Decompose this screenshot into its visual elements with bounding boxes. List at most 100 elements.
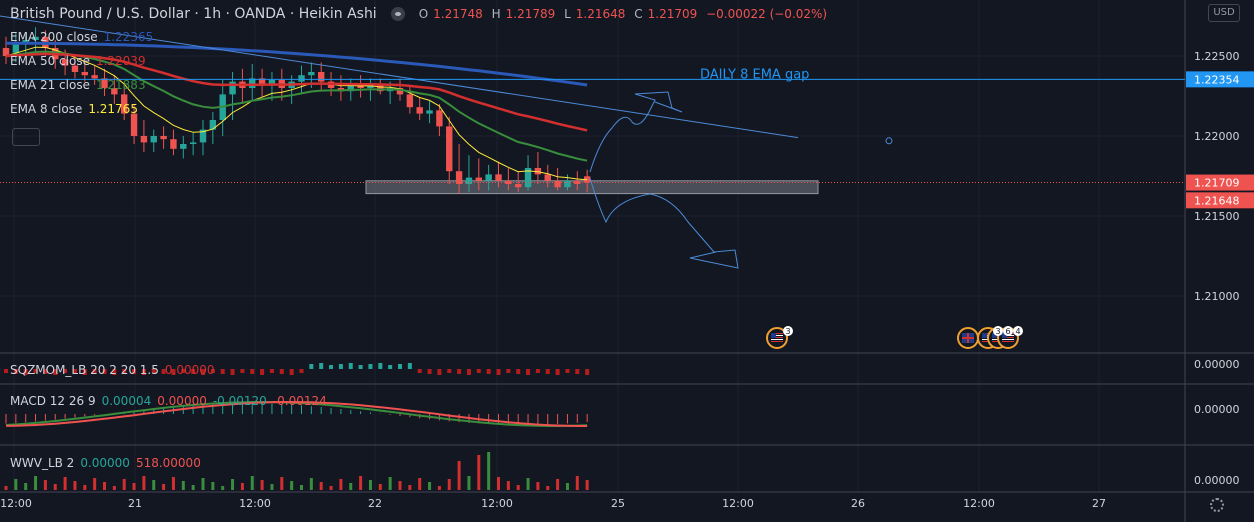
volume-bar xyxy=(34,476,38,490)
sqzmom-bar xyxy=(545,369,550,374)
time-tick: 27 xyxy=(1092,497,1106,510)
candle-body xyxy=(2,48,10,56)
candle xyxy=(455,144,463,194)
macd-legend[interactable]: MACD 12 26 9 0.00004 0.00000 -0.00120 -0.001… xyxy=(10,394,327,408)
candle xyxy=(130,104,138,144)
volume-bar xyxy=(516,485,520,490)
candle xyxy=(12,32,20,63)
price-badge xyxy=(1186,192,1254,209)
eye-icon[interactable] xyxy=(390,7,405,21)
legend-ema-50[interactable]: EMA 50 close 1.22039 xyxy=(10,54,146,68)
volume-bar xyxy=(497,477,500,490)
volume-bar xyxy=(162,484,166,490)
sqzmom-bar xyxy=(279,369,284,374)
time-tick: 12:00 xyxy=(0,497,32,510)
candle-body xyxy=(170,139,177,149)
ohlc-readout: O 1.21748 H 1.21789 L 1.21648 C 1.21709 −0.0… xyxy=(418,7,828,21)
volume-bar xyxy=(368,480,372,490)
volume-bar xyxy=(428,482,432,490)
candle xyxy=(229,72,236,120)
volume-bar xyxy=(201,478,205,490)
sqzmom-bar xyxy=(486,369,491,374)
candle-body xyxy=(160,136,167,140)
collapse-legend-button[interactable] xyxy=(12,128,40,146)
candle xyxy=(150,129,157,152)
sqzmom-bar xyxy=(506,369,511,373)
settings-gear-icon[interactable] xyxy=(1210,498,1224,512)
candle xyxy=(298,65,305,95)
candle xyxy=(377,78,384,95)
legend-ema-21[interactable]: EMA 21 close 1.21883 xyxy=(10,78,146,92)
sqzmom-bar xyxy=(141,369,146,375)
sqzmom-bar xyxy=(33,369,38,373)
sqzmom-bar xyxy=(250,369,255,374)
sqzmom-bar xyxy=(526,369,531,375)
candle-body xyxy=(150,136,157,143)
up-path-drawing xyxy=(589,91,683,173)
sqzmom-bar xyxy=(447,369,452,373)
candle xyxy=(583,169,591,193)
sqzmom-bar xyxy=(476,369,481,373)
candle-body xyxy=(308,72,315,76)
candle-body xyxy=(81,72,88,76)
candle xyxy=(2,36,10,64)
candle-body xyxy=(455,171,463,184)
legend-ema-8[interactable]: EMA 8 close 1.21765 xyxy=(10,102,138,116)
price-tick: 1.21000 xyxy=(1194,290,1240,303)
candle xyxy=(268,72,276,101)
volume-bar xyxy=(506,481,510,490)
candle-body xyxy=(140,136,148,143)
volume-bar xyxy=(63,477,67,490)
sqzmom-bar xyxy=(585,369,590,375)
candle xyxy=(239,68,246,104)
sqzmom-bar xyxy=(132,369,137,374)
candle-body xyxy=(436,110,443,127)
event-count-badge xyxy=(783,326,793,336)
candle-body xyxy=(347,84,354,92)
price-badge xyxy=(1186,71,1254,88)
candle xyxy=(140,120,148,152)
currency-button[interactable]: USD xyxy=(1208,4,1240,22)
price-tick: 1.21500 xyxy=(1194,210,1240,223)
candle-body xyxy=(209,120,217,130)
candle xyxy=(170,129,177,156)
volume-bar xyxy=(171,477,175,490)
legend-ema-200[interactable]: EMA 200 close 1.22365 xyxy=(10,30,154,44)
candle-body xyxy=(396,88,404,95)
sqzmom-bar xyxy=(13,369,18,374)
event-count-text: 6 xyxy=(1005,327,1010,336)
sqzmom-legend[interactable]: SQZMOM_LB 20 2 20 1.5 0.00000 xyxy=(10,363,215,377)
sqzmom-bar xyxy=(378,363,383,369)
sqzmom-bar xyxy=(407,363,412,369)
time-tick: 12:00 xyxy=(239,497,271,510)
volume-bar xyxy=(536,482,540,490)
candle-body xyxy=(554,180,561,188)
sqzmom-bar xyxy=(565,369,570,373)
volume-bar xyxy=(339,479,343,490)
candle xyxy=(199,120,207,156)
sqzmom-bar xyxy=(181,369,186,373)
candle xyxy=(406,84,414,114)
volume-bar xyxy=(280,477,284,490)
symbol-title[interactable]: British Pound / U.S. Dollar · 1h · OANDA… xyxy=(10,6,377,22)
volume-bar xyxy=(398,481,402,490)
sqzmom-bar xyxy=(535,369,540,373)
sqzmom-bar xyxy=(269,369,274,373)
sqzmom-bar xyxy=(210,369,215,373)
candle-body xyxy=(544,174,551,181)
volume-bar xyxy=(575,476,579,490)
volume-bar xyxy=(83,485,87,490)
sqzmom-bar xyxy=(329,365,334,369)
event-flag-icon xyxy=(957,327,979,349)
volume-bar xyxy=(467,476,471,490)
candle-body xyxy=(515,184,522,188)
volume-bar xyxy=(191,485,195,490)
sqzmom-bar xyxy=(309,364,314,369)
sqzmom-bar xyxy=(4,369,8,373)
candle xyxy=(121,84,128,120)
sqzmom-bar xyxy=(260,369,265,375)
volume-bar xyxy=(103,482,106,490)
wwv-legend[interactable]: WWV_LB 2 0.00000 518.00000 xyxy=(10,456,201,470)
volume-bar xyxy=(309,478,313,490)
